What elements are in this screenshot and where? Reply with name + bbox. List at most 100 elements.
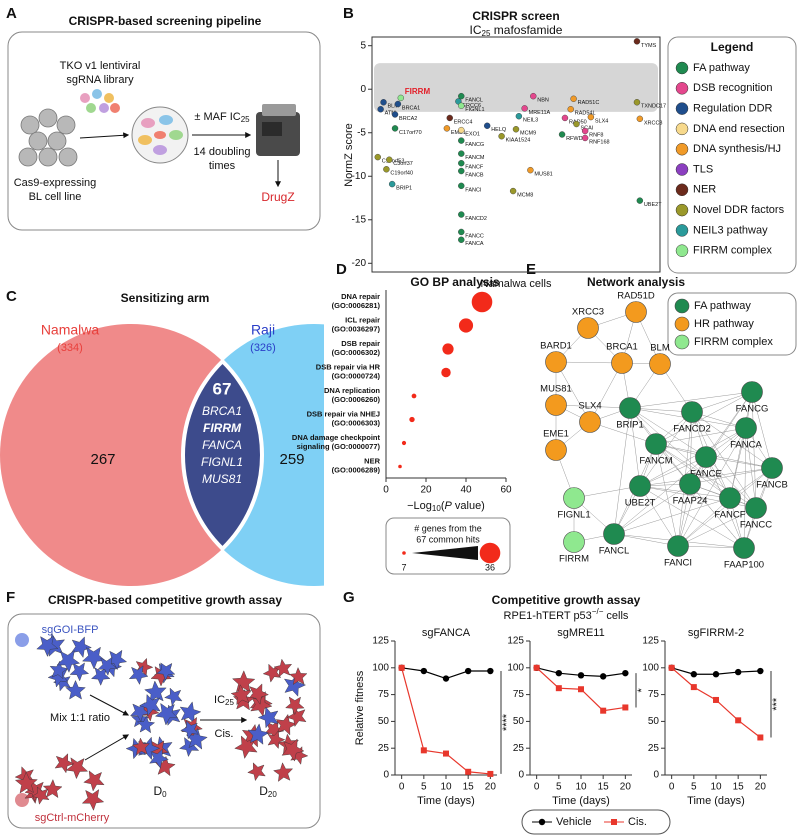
size-wedge bbox=[412, 546, 478, 560]
x-tick-label: 20 bbox=[420, 485, 432, 496]
gene-point bbox=[458, 182, 465, 190]
gene-point bbox=[458, 160, 465, 167]
gene-point bbox=[394, 100, 402, 108]
cell bbox=[281, 738, 305, 762]
gene-point bbox=[458, 167, 465, 175]
network-edge bbox=[655, 443, 679, 547]
cell bbox=[267, 730, 286, 749]
node-label: EME1 bbox=[543, 429, 569, 440]
x-tick-label: 10 bbox=[440, 782, 452, 793]
series-marker bbox=[600, 707, 607, 714]
cell bbox=[232, 670, 256, 693]
x-tick-label: 15 bbox=[733, 782, 745, 793]
gene-label: FANCI bbox=[465, 187, 482, 193]
x-tick-label: 5 bbox=[421, 782, 427, 793]
y-tick-label: 25 bbox=[648, 743, 660, 754]
legend-label: FA pathway bbox=[694, 300, 751, 312]
treatment-label: ± MAF IC25 bbox=[194, 111, 250, 124]
panel-subtitle: RPE1-hTERT p53−/− cells bbox=[504, 607, 629, 622]
node-label: FIGNL1 bbox=[557, 510, 590, 521]
overlap-count: 67 bbox=[213, 379, 232, 398]
dish bbox=[131, 106, 189, 164]
cell bbox=[247, 723, 270, 745]
legend-label: NEIL3 pathway bbox=[693, 224, 768, 236]
venn-left bbox=[0, 324, 262, 586]
go-term-dot bbox=[411, 393, 417, 399]
plot-frame bbox=[371, 36, 661, 273]
gene-label: ERCC6 bbox=[462, 103, 481, 109]
y-tick-label: 100 bbox=[507, 662, 524, 673]
control-label: sgCtrl-mCherry bbox=[35, 812, 110, 824]
x-tick-label: 20 bbox=[620, 782, 632, 793]
size-legend-dot bbox=[479, 542, 501, 564]
network-edge bbox=[655, 427, 747, 445]
cells-label: BL cell line bbox=[29, 191, 82, 203]
x-tick-label: 10 bbox=[575, 782, 587, 793]
x-tick-label: 5 bbox=[691, 782, 697, 793]
panel-letter: F bbox=[6, 589, 15, 606]
cell bbox=[257, 706, 279, 729]
category-label: ICL repair bbox=[345, 315, 380, 324]
treatment-text: Cis. bbox=[215, 728, 234, 740]
go-term-dot bbox=[458, 318, 474, 333]
x-axis-label: Time (days) bbox=[417, 795, 475, 807]
network-node bbox=[603, 523, 625, 545]
network-edge bbox=[751, 391, 773, 469]
y-tick-label: -20 bbox=[352, 258, 367, 269]
gene-point bbox=[458, 211, 465, 218]
virus-icon bbox=[15, 793, 29, 807]
series-marker bbox=[622, 704, 629, 711]
panel-f: F CRISPR-based competitive growth assay … bbox=[6, 589, 321, 829]
gene-label: FIRRM bbox=[405, 87, 431, 96]
series-line bbox=[401, 667, 491, 775]
subtitle-subscript: 25 bbox=[482, 29, 491, 38]
x-tick-label: 0 bbox=[669, 782, 675, 793]
legend-box bbox=[667, 36, 797, 274]
node-label: FANCF bbox=[714, 510, 745, 521]
cell-illustration bbox=[14, 633, 309, 811]
gene-point bbox=[530, 92, 537, 100]
node-label: FANCM bbox=[639, 456, 672, 467]
network-edge bbox=[689, 483, 745, 549]
day-subscript: 20 bbox=[268, 790, 277, 799]
cell bbox=[139, 694, 161, 717]
network-node bbox=[563, 487, 585, 509]
gene-point bbox=[521, 105, 528, 112]
category-label: NER bbox=[364, 456, 380, 465]
panel-title: Network analysis bbox=[587, 275, 685, 289]
network-node bbox=[745, 497, 767, 519]
xlabel-part: −Log bbox=[407, 500, 432, 512]
library-label: TKO v1 lentiviral bbox=[60, 60, 141, 72]
node-label: FANCD2 bbox=[673, 424, 710, 435]
overlap-gene: FIGNL1 bbox=[201, 455, 243, 469]
cell bbox=[54, 753, 75, 774]
node-label: FAAP24 bbox=[673, 496, 708, 507]
gene-point bbox=[388, 180, 396, 188]
network-edge bbox=[613, 407, 631, 535]
subtitle-part: cells bbox=[603, 610, 629, 622]
legend-label: FIRRM complex bbox=[693, 245, 772, 257]
network-edge bbox=[639, 456, 707, 487]
overlap-gene: FIRRM bbox=[203, 421, 242, 435]
overlap-gene: BRCA1 bbox=[202, 404, 242, 418]
go-term-dot bbox=[442, 343, 454, 355]
xlabel-part: ( bbox=[441, 500, 445, 512]
gene-point bbox=[570, 95, 577, 102]
series-marker bbox=[757, 734, 764, 741]
network-node bbox=[667, 535, 689, 557]
cell bbox=[81, 789, 105, 811]
panel-title: Competitive growth assay bbox=[492, 593, 641, 607]
legend-swatch bbox=[675, 224, 689, 237]
venn bbox=[0, 324, 324, 586]
gene-label: ERCC4 bbox=[454, 119, 473, 125]
size-legend-title: # genes from the bbox=[414, 523, 482, 533]
series-marker bbox=[533, 664, 540, 671]
series-marker bbox=[420, 667, 428, 675]
legend-swatch bbox=[674, 316, 690, 332]
category-label: (GO:0036297) bbox=[332, 324, 381, 333]
legend-marker bbox=[611, 819, 617, 825]
cell bbox=[286, 706, 307, 728]
legend-swatch bbox=[675, 61, 689, 75]
arrow bbox=[89, 694, 130, 716]
y-tick-label: 0 bbox=[518, 770, 524, 781]
